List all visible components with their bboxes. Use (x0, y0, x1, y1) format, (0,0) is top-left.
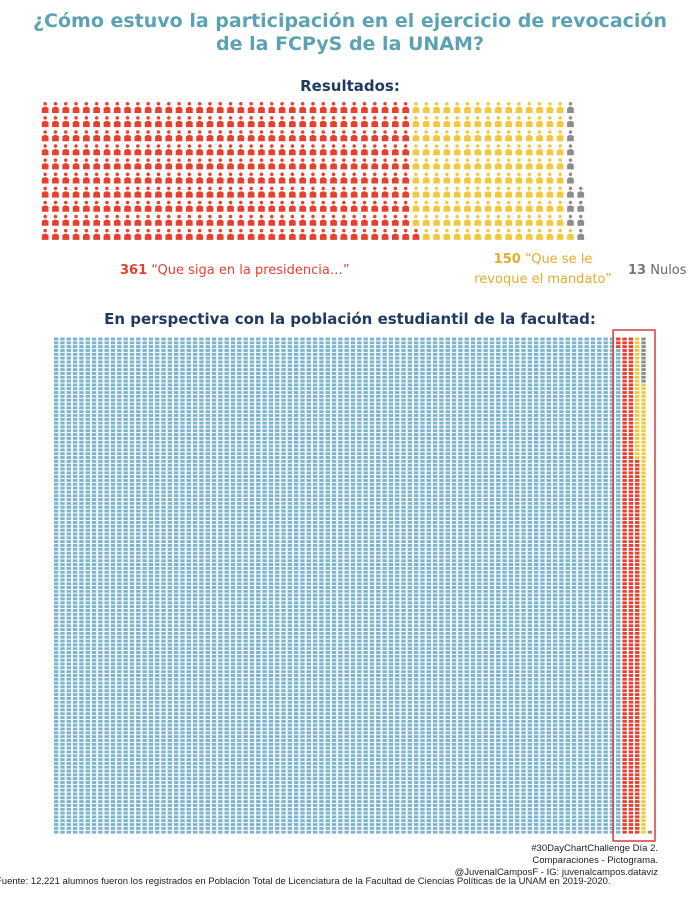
chart-title-line1: ¿Cómo estuvo la participación en el ejer… (33, 10, 667, 32)
results-group-1 (412, 102, 574, 240)
label-revoque-value: 150 (493, 252, 521, 267)
chart-title: ¿Cómo estuvo la participación en el ejer… (0, 10, 700, 56)
credit-line1: #30DayChartChallenge Día 2. (531, 843, 658, 854)
label-revoque-text-line1: “Que se le (524, 252, 593, 267)
results-group-0 (41, 102, 420, 240)
population-group-0 (616, 337, 640, 834)
label-revoque-text-line2: revoque el mandato” (474, 272, 612, 287)
label-nulos: 13 Nulos (628, 263, 687, 278)
source-note: Fuente: 12,221 alumnos fueron los regist… (0, 876, 611, 887)
label-si: 361 “Que siga en la presidencia…” (120, 263, 350, 278)
votes-highlight-box (612, 329, 656, 842)
population-group-2 (641, 337, 653, 834)
credit: #30DayChartChallenge Día 2. Comparacione… (455, 843, 658, 879)
label-nulos-text: Nulos (650, 263, 687, 278)
chart-title-line2: de la FCPyS de la UNAM? (216, 33, 484, 55)
results-group-2 (567, 102, 585, 240)
label-nulos-value: 13 (628, 263, 647, 278)
results-subtitle: Resultados: (300, 77, 400, 95)
population-group-1 (635, 337, 646, 834)
credit-line2: Comparaciones - Pictograma. (532, 855, 658, 866)
perspective-subtitle: En perspectiva con la población estudian… (104, 310, 596, 328)
population-group-3 (53, 337, 621, 834)
label-si-text: “Que siga en la presidencia…” (151, 263, 350, 278)
label-revoque: 150 “Que se le revoque el mandato” (468, 250, 618, 290)
label-si-value: 361 (120, 263, 148, 278)
credit-line3: @JuvenalCamposF - IG: juvenalcampos.data… (454, 867, 658, 878)
